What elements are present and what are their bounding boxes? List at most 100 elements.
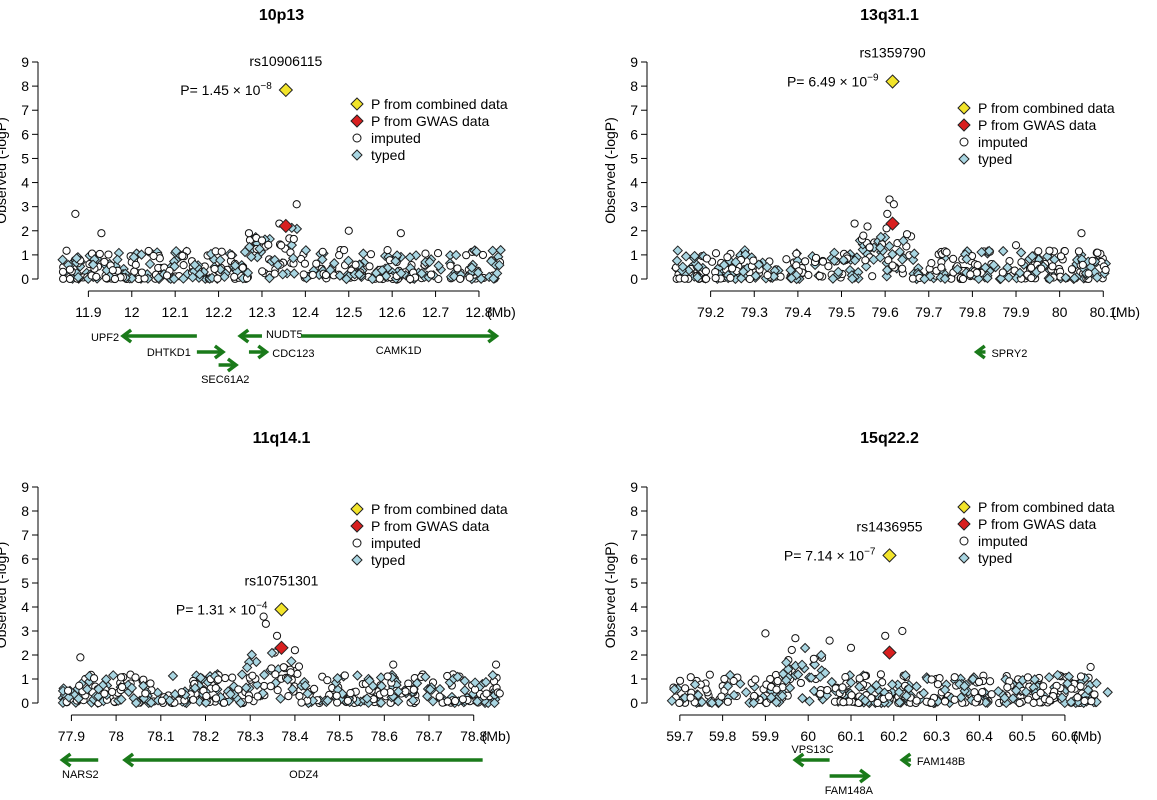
gene-arrow-head: [487, 328, 500, 344]
legend-label-imputed: imputed: [978, 533, 1028, 549]
imputed-point: [749, 256, 758, 265]
typed-point: [246, 649, 257, 660]
typed-point: [706, 697, 718, 709]
typed-point: [393, 686, 404, 697]
legend-label-combined: P from combined data: [978, 100, 1115, 116]
typed-point: [740, 687, 752, 698]
typed-point: [136, 249, 147, 260]
y-tick-label: 9: [630, 479, 638, 495]
snp-name-label: rs1359790: [859, 45, 925, 61]
imputed-point: [144, 246, 153, 256]
y-tick-label: 0: [630, 271, 638, 287]
x-tick-label: 78.8: [460, 728, 487, 744]
typed-point: [784, 682, 796, 694]
imputed-point: [898, 264, 907, 273]
typed-point: [901, 690, 912, 702]
x-tick-label: 12.6: [379, 304, 406, 320]
imputed-point: [1067, 684, 1076, 693]
imputed-point: [823, 686, 832, 695]
imputed-point: [234, 685, 243, 694]
typed-point: [781, 657, 792, 668]
typed-point: [854, 681, 865, 692]
legend-marker-combined: [957, 101, 971, 115]
typed-point: [780, 675, 792, 686]
imputed-point: [873, 698, 882, 708]
legend-marker-combined: [957, 500, 971, 514]
typed-point: [407, 695, 419, 706]
imputed-point: [108, 266, 117, 275]
imputed-point: [1011, 241, 1021, 250]
imputed-point: [782, 255, 791, 264]
gene-label: SEC61A2: [201, 374, 249, 386]
typed-point: [849, 255, 861, 266]
background-points: [57, 612, 504, 709]
imputed-point: [189, 695, 198, 704]
typed-point: [452, 671, 463, 683]
gene-label: SPRY2: [991, 348, 1027, 360]
typed-point: [689, 679, 701, 690]
typed-point: [72, 271, 84, 283]
y-tick-label: 8: [630, 78, 638, 94]
imputed-point: [179, 261, 188, 270]
typed-point: [748, 697, 759, 709]
gene-track: SPRY2: [973, 344, 1027, 360]
gene-label: CDC123: [272, 348, 314, 360]
imputed-point: [898, 626, 907, 636]
x-tick-label: 77.9: [58, 728, 85, 744]
typed-point: [983, 245, 995, 257]
imputed-point: [177, 688, 186, 697]
imputed-point: [686, 693, 695, 702]
imputed-point: [271, 670, 280, 679]
typed-point: [829, 255, 840, 266]
typed-point: [487, 670, 498, 681]
typed-point: [189, 682, 201, 694]
imputed-point: [100, 257, 109, 267]
imputed-point: [299, 270, 308, 279]
x-tick-label: 12.3: [248, 304, 275, 320]
typed-point: [1044, 273, 1055, 285]
imputed-point: [427, 270, 436, 279]
imputed-point: [289, 234, 298, 244]
typed-point: [959, 680, 970, 692]
typed-point: [424, 256, 435, 268]
imputed-point: [308, 270, 317, 280]
imputed-point: [462, 251, 471, 260]
gene-arrow-head: [59, 752, 72, 768]
pvalue-exponent: −4: [256, 600, 268, 611]
typed-point: [93, 683, 104, 695]
chart-panel-3: 15q22.2 0 1 2 3 4 5 6 7 8 9 Observed (-logP) 59.7 59.…: [602, 430, 1115, 797]
imputed-point: [92, 272, 101, 281]
x-tick-label: 12.4: [292, 304, 319, 320]
imputed-point: [141, 689, 150, 698]
imputed-point: [97, 229, 106, 238]
gene-arrow-head: [899, 752, 912, 768]
typed-point: [87, 259, 99, 270]
gene-label: ODZ4: [289, 769, 318, 781]
imputed-point: [380, 688, 389, 697]
typed-point: [277, 269, 288, 280]
imputed-point: [839, 698, 848, 707]
imputed-point: [227, 251, 236, 260]
imputed-point: [751, 675, 760, 684]
imputed-point: [58, 267, 68, 276]
x-tick-label: 79.5: [828, 304, 855, 320]
typed-point: [785, 264, 796, 276]
snp-name-label: rs10906115: [249, 53, 322, 69]
imputed-point: [102, 273, 111, 283]
legend-label-typed: typed: [371, 552, 405, 568]
imputed-point: [702, 254, 711, 263]
y-tick-label: 4: [21, 175, 29, 191]
legend-label-gwas: P from GWAS data: [978, 117, 1096, 133]
imputed-point: [680, 274, 689, 283]
y-tick-label: 7: [21, 527, 29, 543]
imputed-point: [1017, 258, 1026, 267]
legend-label-typed: typed: [978, 550, 1012, 566]
x-tick-label: 79.9: [1002, 304, 1029, 320]
typed-point: [289, 268, 300, 279]
typed-point: [806, 672, 817, 683]
legend-label-imputed: imputed: [371, 130, 421, 146]
imputed-point: [443, 671, 452, 681]
x-tick-label: 78.6: [371, 728, 398, 744]
